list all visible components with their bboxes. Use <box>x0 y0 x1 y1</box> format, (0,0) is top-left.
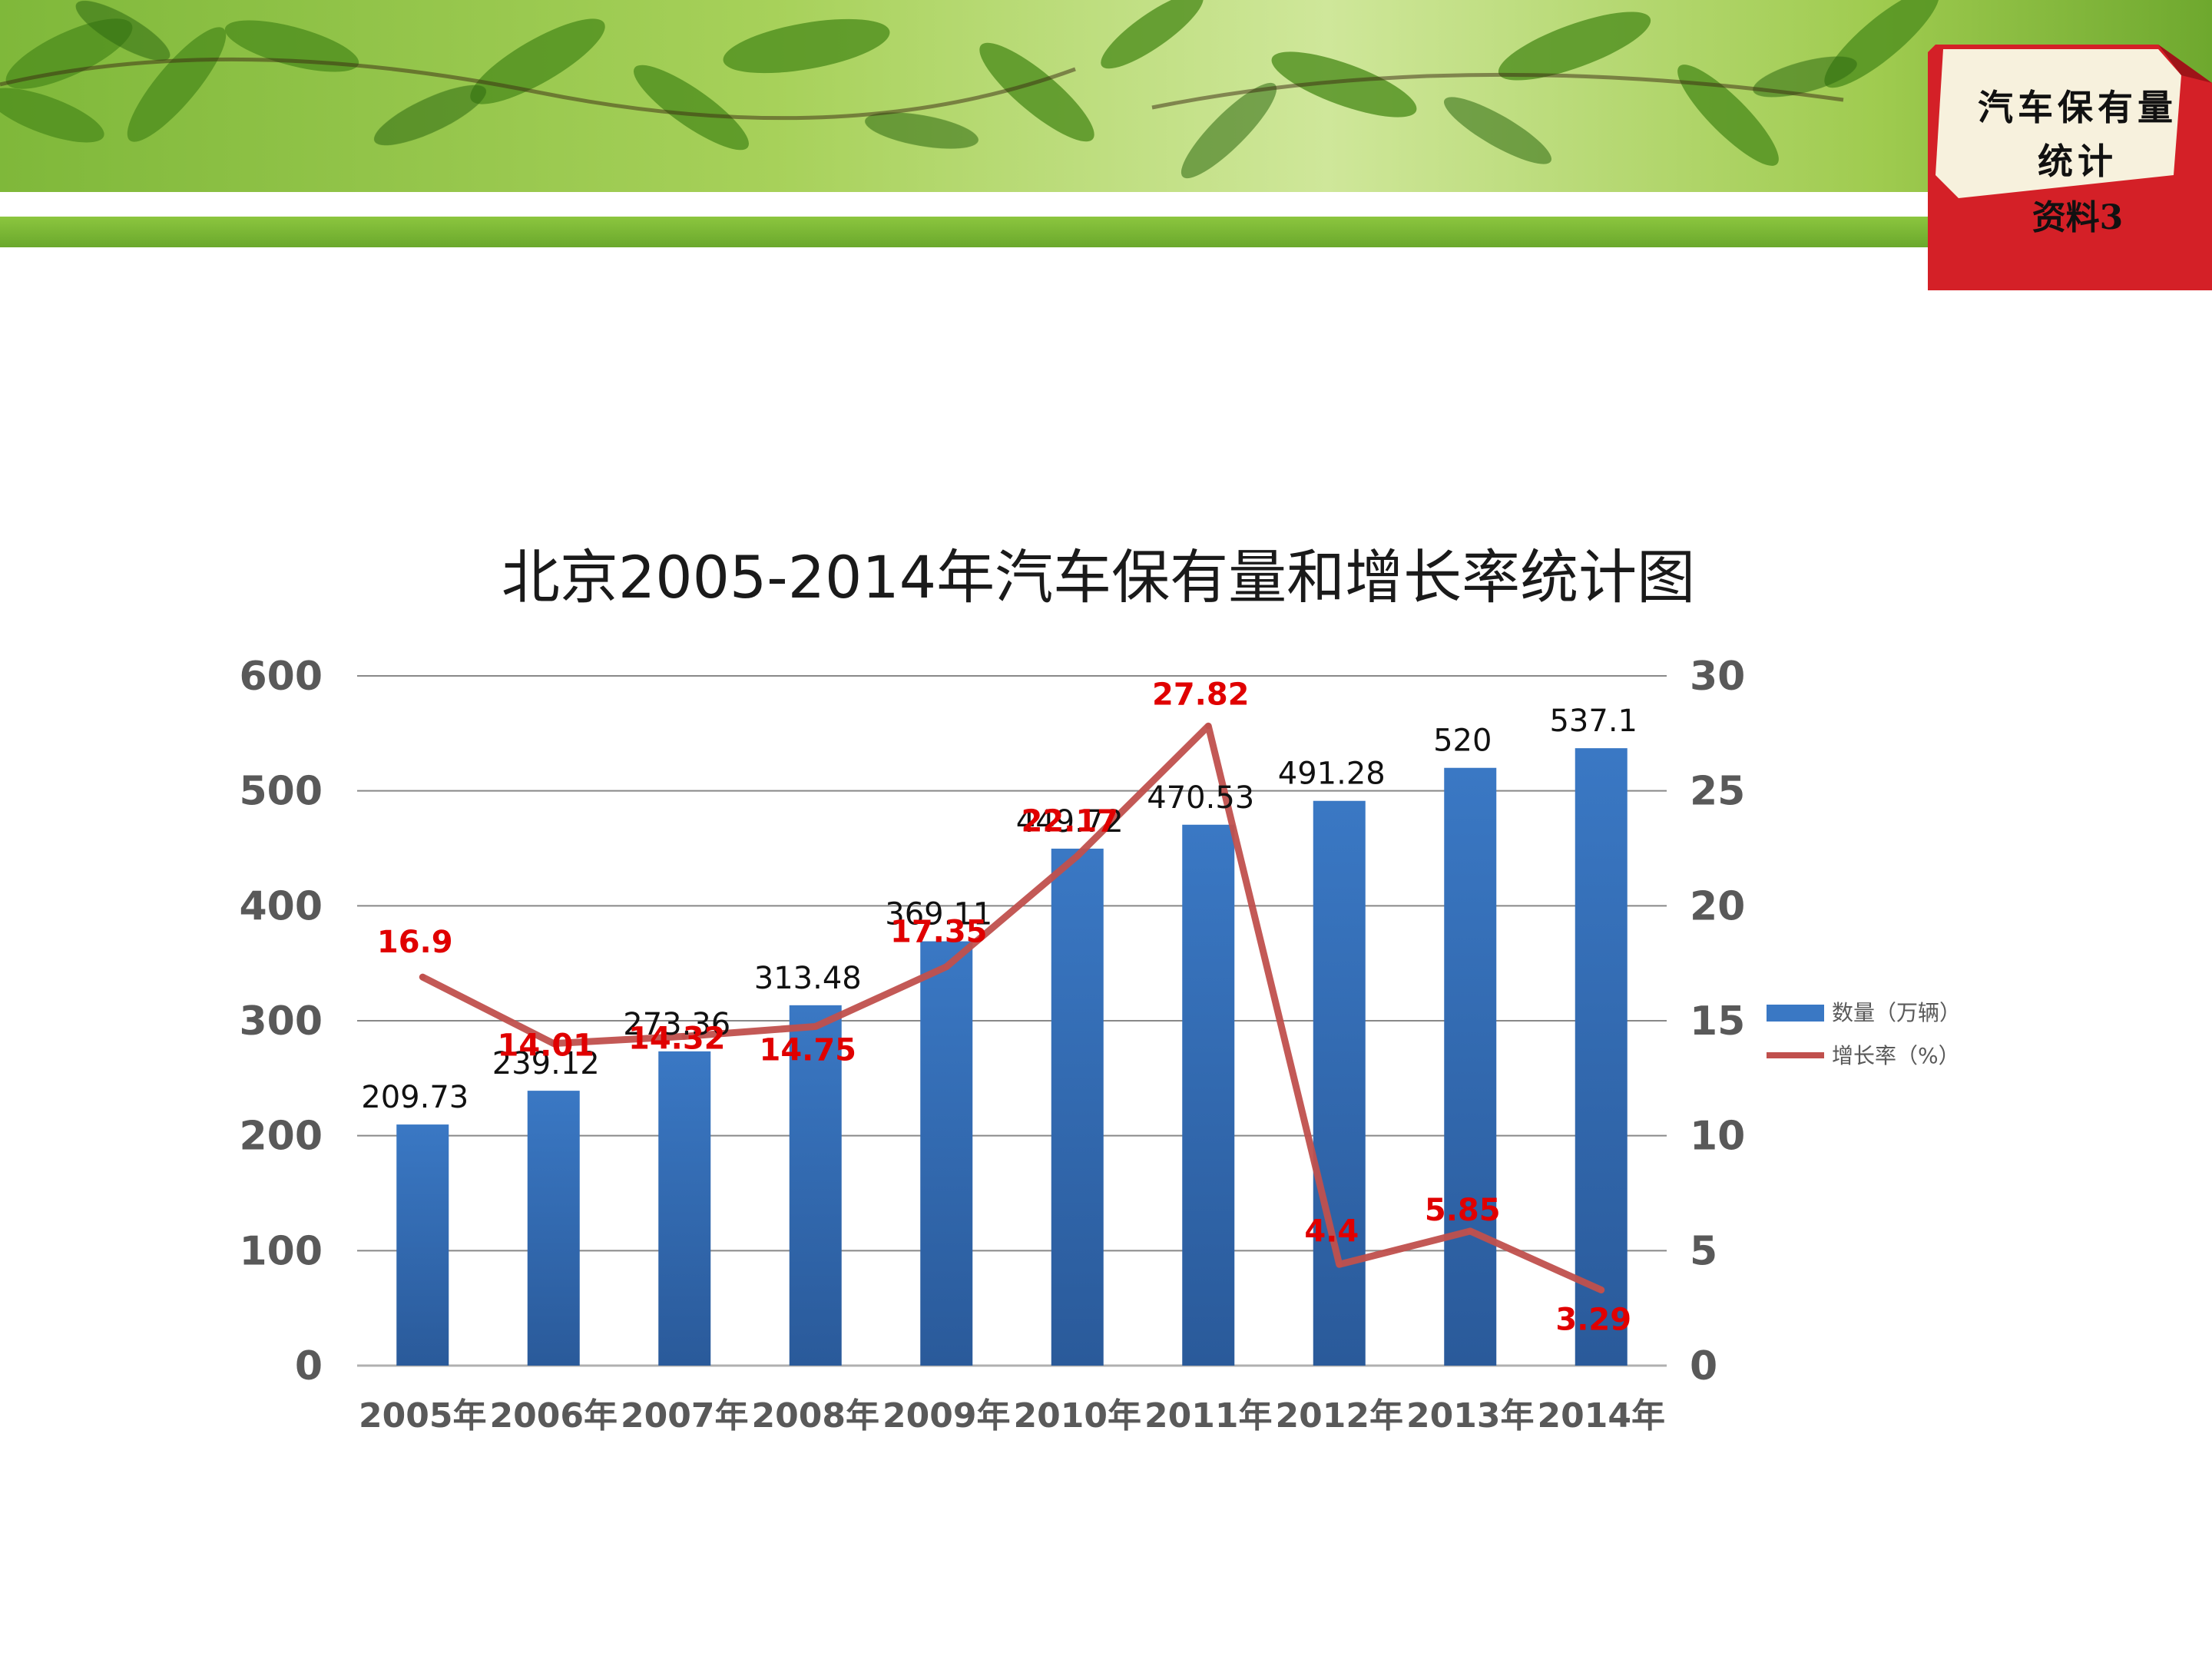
corner-note-card <box>1928 45 2212 290</box>
data-labels: 209.73 239.12 273.36 313.48 369.11 449.72 470.… <box>361 677 1637 1337</box>
line-point <box>1074 853 1081 859</box>
line-point <box>1467 1227 1474 1234</box>
chart-title: 北京2005-2014年汽车保有量和增长率统计图 <box>501 543 1696 611</box>
bar-value-label: 449.72 <box>1016 804 1124 839</box>
red-card-shape <box>1928 45 2212 290</box>
legend-bar-label: 数量（万辆） <box>1832 1000 1961 1025</box>
legend: 数量（万辆） 增长率（%） <box>1767 1000 1961 1068</box>
bar-value-label: 209.73 <box>361 1080 469 1115</box>
growth-value-label: 17.35 <box>890 915 988 950</box>
growth-value-label: 5.85 <box>1425 1193 1501 1228</box>
bar-value-label: 239.12 <box>492 1046 600 1081</box>
bar-value-label: 470.53 <box>1147 780 1254 816</box>
legend-bar-swatch <box>1767 1005 1824 1022</box>
growth-value-label: 14.32 <box>628 1021 726 1056</box>
y-left-tick-label: 0 <box>295 1343 323 1389</box>
x-tick-label: 2009年 <box>882 1396 1010 1435</box>
line-series <box>419 722 1605 1294</box>
line-point <box>550 1040 557 1047</box>
bar <box>920 941 973 1366</box>
x-tick-label: 2005年 <box>359 1396 486 1435</box>
y-left-tick-label: 500 <box>239 769 323 815</box>
y-right-tick-label: 15 <box>1690 998 1745 1045</box>
growth-value-label: 4.4 <box>1304 1214 1359 1249</box>
corner-note-line3: 资料3 <box>2032 198 2124 237</box>
line-point <box>419 974 426 981</box>
y-left-tick-label: 200 <box>239 1114 323 1160</box>
y-left-tick-label: 400 <box>239 883 323 929</box>
corner-note-text: 汽车保有量 统计 资料3 <box>1955 81 2200 245</box>
growth-value-label: 14.75 <box>759 1032 856 1068</box>
x-tick-label: 2013年 <box>1406 1396 1534 1435</box>
bar-series <box>396 748 1628 1366</box>
bar <box>1444 767 1497 1366</box>
line-point <box>943 963 950 970</box>
x-tick-label: 2011年 <box>1144 1396 1272 1435</box>
line-point <box>681 1033 688 1040</box>
axis-labels: 0 100 200 300 400 500 600 0 5 10 15 20 25 30 2005年 2006… <box>239 654 1745 1435</box>
y-right-tick-label: 0 <box>1690 1343 1717 1389</box>
bar-value-label: 369.11 <box>885 897 992 932</box>
bar <box>527 1091 580 1366</box>
line-point <box>1336 1261 1343 1268</box>
x-tick-label: 2014年 <box>1538 1396 1665 1435</box>
bar-value-label: 537.1 <box>1549 704 1637 739</box>
growth-rate-line <box>419 722 1605 1294</box>
x-tick-label: 2006年 <box>490 1396 618 1435</box>
bar-value-label: 491.28 <box>1278 757 1386 792</box>
y-right-tick-label: 5 <box>1690 1228 1717 1274</box>
bar-value-label: 520 <box>1433 724 1492 759</box>
x-tick-label: 2012年 <box>1276 1396 1403 1435</box>
bar <box>1051 848 1104 1366</box>
y-right-tick-label: 30 <box>1690 654 1745 700</box>
growth-value-label: 3.29 <box>1555 1303 1631 1338</box>
leaf-banner-image <box>0 0 2212 247</box>
growth-value-label: 14.01 <box>497 1028 594 1064</box>
y-right-tick-label: 25 <box>1690 769 1745 815</box>
corner-note-line1: 汽车保有量 <box>1978 87 2177 128</box>
bar <box>396 1124 449 1366</box>
growth-value-label: 16.9 <box>377 925 453 960</box>
growth-value-label: 22.17 <box>1021 803 1118 839</box>
line-point <box>812 1023 819 1030</box>
x-tick-label: 2007年 <box>621 1396 748 1435</box>
bar-value-label: 273.36 <box>623 1007 730 1042</box>
corner-note-line2: 统计 <box>2038 141 2118 182</box>
y-left-tick-label: 300 <box>239 998 323 1045</box>
y-right-tick-label: 10 <box>1690 1114 1745 1160</box>
y-left-tick-label: 600 <box>239 654 323 700</box>
x-tick-label: 2010年 <box>1014 1396 1141 1435</box>
line-point <box>1205 723 1212 730</box>
bar-value-label: 313.48 <box>754 961 862 996</box>
y-right-tick-label: 20 <box>1690 883 1745 929</box>
bar <box>1575 748 1628 1366</box>
bar <box>789 1005 842 1366</box>
line-point <box>1598 1286 1604 1293</box>
x-tick-label: 2008年 <box>752 1396 879 1435</box>
bar <box>1313 800 1366 1366</box>
growth-value-label: 27.82 <box>1152 677 1250 712</box>
legend-line-label: 增长率（%） <box>1832 1043 1960 1068</box>
bar <box>1182 824 1235 1366</box>
header-banner <box>0 0 2212 253</box>
y-left-tick-label: 100 <box>239 1228 323 1274</box>
bar <box>658 1051 711 1366</box>
